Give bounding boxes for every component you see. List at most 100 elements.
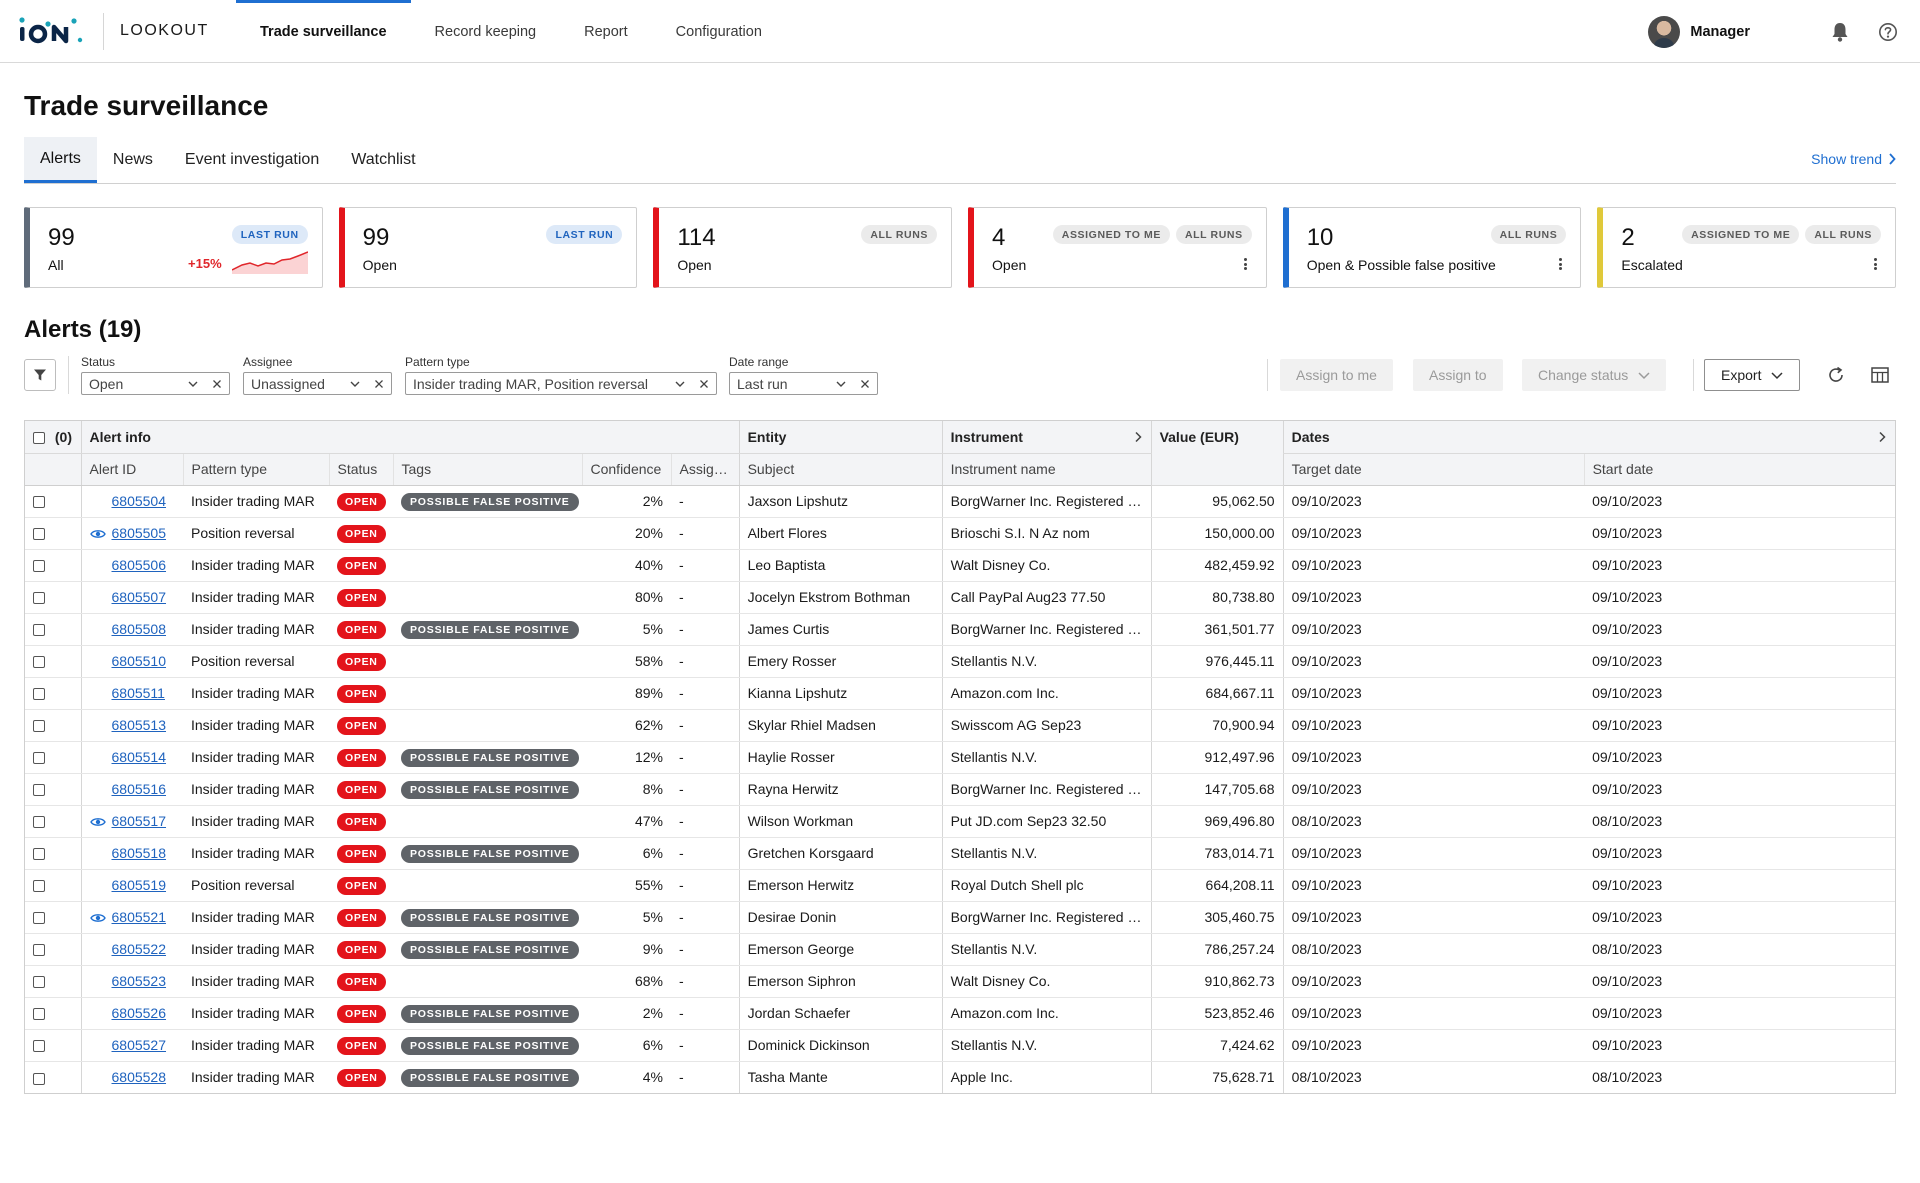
avatar[interactable] [1648,16,1681,48]
table-row[interactable]: 6805506 Insider trading MAR OPEN 40% - Leo Ba… [25,549,1896,582]
kpi-card-escalated[interactable]: 2 Escalated ASSIGNED TO ME ALL RUNS [1597,207,1897,288]
start-date-column-header[interactable]: Start date [1583,453,1896,486]
alert-id-link[interactable]: 6805506 [111,557,167,573]
table-row[interactable]: 6805528 Insider trading MAR OPEN POSSIBLE F… [25,1061,1895,1093]
chevron-down-icon[interactable] [350,379,360,389]
row-checkbox[interactable] [33,1008,45,1021]
table-row[interactable]: 6805511 Insider trading MAR OPEN 89% - Kianna… [25,677,1896,710]
column-settings-icon[interactable] [1869,364,1891,386]
select-all-checkbox[interactable] [33,432,45,445]
row-checkbox[interactable] [33,784,45,797]
dates-group[interactable]: Dates [1282,421,1896,454]
row-checkbox[interactable] [33,912,45,925]
clear-icon[interactable] [212,379,222,389]
change-status-button[interactable]: Change status [1522,359,1667,391]
assignee-select[interactable]: Unassigned [243,372,392,395]
row-checkbox[interactable] [33,976,45,989]
tab-event-investigation[interactable]: Event investigation [184,151,320,168]
table-row[interactable]: 6805521 Insider trading MAR OPEN POSSIBLE F… [25,901,1896,934]
ion-logo[interactable] [18,14,90,50]
watched-eye-icon[interactable] [89,528,106,540]
row-checkbox[interactable] [33,624,45,637]
show-trend-link[interactable]: Show trend [1811,151,1896,167]
filter-button[interactable] [24,359,56,391]
alert-id-link[interactable]: 6805507 [111,589,167,605]
chevron-down-icon[interactable] [675,379,685,389]
watched-eye-icon[interactable] [89,912,106,924]
alert-id-link[interactable]: 6805517 [111,813,167,829]
table-row[interactable]: 6805505 Position reversal OPEN 20% - Albert F… [25,517,1896,550]
topnav-record-keeping[interactable]: Record keeping [434,23,537,40]
clear-icon[interactable] [860,379,870,389]
table-row[interactable]: 6805510 Position reversal OPEN 58% - Emery Ro… [25,645,1896,678]
instrument-group[interactable]: Instrument [941,421,1152,454]
table-row[interactable]: 6805504 Insider trading MAR OPEN POSSIBLE F… [25,485,1896,518]
more-options-icon[interactable] [1869,256,1881,272]
row-checkbox[interactable] [33,720,45,733]
topnav-configuration[interactable]: Configuration [675,23,762,40]
chevron-down-icon[interactable] [188,379,198,389]
instrument-name-column-header[interactable]: Instrument name [941,453,1152,486]
alert-id-link[interactable]: 6805521 [111,909,167,925]
row-checkbox[interactable] [33,688,45,701]
alert-id-link[interactable]: 6805526 [111,1005,167,1021]
alert-id-link[interactable]: 6805508 [111,621,167,637]
alert-id-column-header[interactable]: Alert ID [80,453,183,486]
row-checkbox[interactable] [33,1072,45,1085]
row-checkbox[interactable] [33,752,45,765]
pattern-type-column-header[interactable]: Pattern type [182,453,329,486]
table-row[interactable]: 6805514 Insider trading MAR OPEN POSSIBLE F… [25,741,1896,774]
pattern-type-select[interactable]: Insider trading MAR, Position reversal [405,372,717,395]
table-row[interactable]: 6805519 Position reversal OPEN 55% - Emerson … [25,869,1896,902]
row-checkbox[interactable] [33,656,45,669]
alert-id-link[interactable]: 6805514 [111,749,167,765]
alert-id-link[interactable]: 6805528 [111,1069,167,1086]
topnav-report[interactable]: Report [584,23,628,40]
assign-to-button[interactable]: Assign to [1413,359,1503,391]
row-checkbox[interactable] [33,816,45,829]
alert-id-link[interactable]: 6805513 [111,717,167,733]
assign-to-me-button[interactable]: Assign to me [1280,359,1393,391]
chevron-right-icon[interactable] [1877,431,1887,443]
kpi-card-all[interactable]: 99 All LAST RUN +15% [24,207,323,288]
more-options-icon[interactable] [1240,256,1252,272]
confidence-column-header[interactable]: Confidence [581,453,671,486]
export-button[interactable]: Export [1704,359,1801,391]
table-row[interactable]: 6805508 Insider trading MAR OPEN POSSIBLE F… [25,613,1896,646]
status-column-header[interactable]: Status [328,453,393,486]
topnav-trade-surveillance[interactable]: Trade surveillance [236,0,411,63]
alert-id-link[interactable]: 6805510 [111,653,167,669]
table-row[interactable]: 6805526 Insider trading MAR OPEN POSSIBLE F… [25,997,1896,1030]
alert-id-link[interactable]: 6805527 [111,1037,167,1053]
clear-icon[interactable] [374,379,384,389]
status-select[interactable]: Open [81,372,230,395]
alert-id-link[interactable]: 6805511 [111,685,165,701]
alert-id-link[interactable]: 6805504 [111,493,167,509]
row-checkbox[interactable] [33,496,45,509]
tab-alerts[interactable]: Alerts [24,137,97,183]
kpi-card-open-all-runs[interactable]: 114 Open ALL RUNS [653,207,953,288]
target-date-column-header[interactable]: Target date [1282,453,1585,486]
row-checkbox[interactable] [33,592,45,605]
help-icon[interactable] [1878,22,1898,42]
bell-icon[interactable] [1830,21,1850,43]
subject-column-header[interactable]: Subject [738,453,943,486]
table-row[interactable]: 6805513 Insider trading MAR OPEN 62% - Skylar… [25,709,1896,742]
tab-news[interactable]: News [112,151,153,168]
more-options-icon[interactable] [1554,256,1566,272]
row-checkbox[interactable] [33,880,45,893]
alert-id-link[interactable]: 6805518 [111,845,167,861]
chevron-right-icon[interactable] [1133,431,1143,443]
alert-id-link[interactable]: 6805523 [111,973,167,989]
table-row[interactable]: 6805516 Insider trading MAR OPEN POSSIBLE F… [25,773,1896,806]
kpi-card-open-last-run[interactable]: 99 Open LAST RUN [338,207,638,288]
alert-id-link[interactable]: 6805505 [111,525,167,541]
row-checkbox[interactable] [33,1040,45,1053]
value-column-header[interactable]: Value (EUR) [1150,421,1284,486]
tags-column-header[interactable]: Tags [392,453,582,486]
date-range-select[interactable]: Last run [729,372,878,395]
user-name[interactable]: Manager [1690,24,1750,40]
table-row[interactable]: 6805527 Insider trading MAR OPEN POSSIBLE F… [25,1029,1896,1062]
table-row[interactable]: 6805523 Insider trading MAR OPEN 68% - Emerso… [25,965,1896,998]
user-menu[interactable]: Manager [1648,16,1750,48]
